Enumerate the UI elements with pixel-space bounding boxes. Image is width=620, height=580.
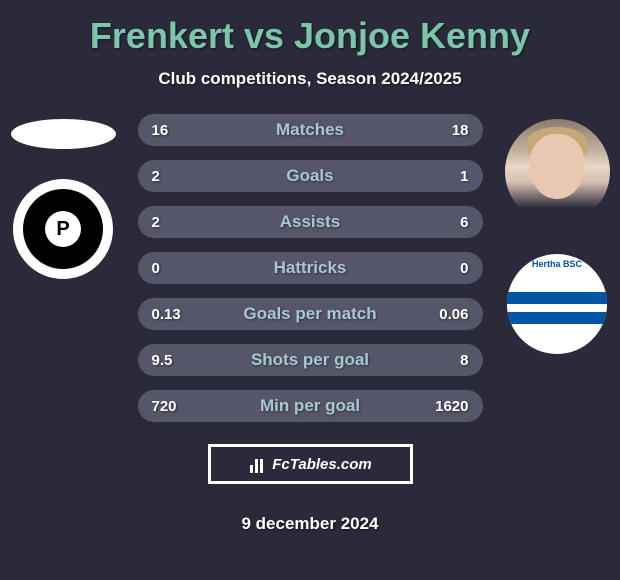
hertha-club-badge: Hertha BSC [507, 254, 607, 354]
comparison-card: Frenkert vs Jonjoe Kenny Club competitio… [0, 0, 620, 580]
page-title: Frenkert vs Jonjoe Kenny [0, 15, 620, 57]
stat-label: Goals [202, 166, 419, 186]
stat-right-value: 18 [419, 122, 469, 139]
stat-right-value: 1620 [419, 398, 469, 415]
stat-left-value: 9.5 [152, 352, 202, 369]
stat-row-hattricks: 0 Hattricks 0 [138, 252, 483, 284]
stat-left-value: 16 [152, 122, 202, 139]
preussen-club-badge: P [13, 179, 113, 279]
date-text: 9 december 2024 [0, 514, 620, 534]
stat-label: Hattricks [202, 258, 419, 278]
player-photo [505, 119, 610, 224]
preussen-inner-circle: P [23, 189, 103, 269]
stats-area: 16 Matches 18 2 Goals 1 2 Assists 6 0 Ha… [138, 114, 483, 422]
hertha-text: Hertha BSC [532, 259, 582, 269]
stat-left-value: 0.13 [152, 306, 202, 323]
footer-text: FcTables.com [272, 456, 371, 473]
stat-left-value: 720 [152, 398, 202, 415]
stat-right-value: 0.06 [419, 306, 469, 323]
left-ellipse-badge [11, 119, 116, 149]
stat-right-value: 0 [419, 260, 469, 277]
stat-label: Matches [202, 120, 419, 140]
main-area: P Hertha BSC 16 Matches 18 2 Goals [0, 114, 620, 434]
stat-row-matches: 16 Matches 18 [138, 114, 483, 146]
subtitle: Club competitions, Season 2024/2025 [0, 69, 620, 89]
stat-label: Assists [202, 212, 419, 232]
stat-row-goals-per-match: 0.13 Goals per match 0.06 [138, 298, 483, 330]
stat-right-value: 8 [419, 352, 469, 369]
stat-label: Min per goal [202, 396, 419, 416]
left-badges-column: P [8, 119, 118, 279]
stat-row-shots-per-goal: 9.5 Shots per goal 8 [138, 344, 483, 376]
stat-row-assists: 2 Assists 6 [138, 206, 483, 238]
stat-left-value: 2 [152, 168, 202, 185]
footer-branding: FcTables.com [208, 444, 413, 484]
stat-left-value: 2 [152, 214, 202, 231]
chart-icon [248, 455, 266, 473]
stat-row-min-per-goal: 720 Min per goal 1620 [138, 390, 483, 422]
stat-right-value: 6 [419, 214, 469, 231]
player-face [530, 134, 585, 199]
stat-label: Shots per goal [202, 350, 419, 370]
stat-row-goals: 2 Goals 1 [138, 160, 483, 192]
stat-label: Goals per match [202, 304, 419, 324]
stat-left-value: 0 [152, 260, 202, 277]
preussen-letter: P [45, 211, 81, 247]
right-badges-column: Hertha BSC [502, 119, 612, 354]
stat-right-value: 1 [419, 168, 469, 185]
hertha-stripes [507, 284, 607, 324]
